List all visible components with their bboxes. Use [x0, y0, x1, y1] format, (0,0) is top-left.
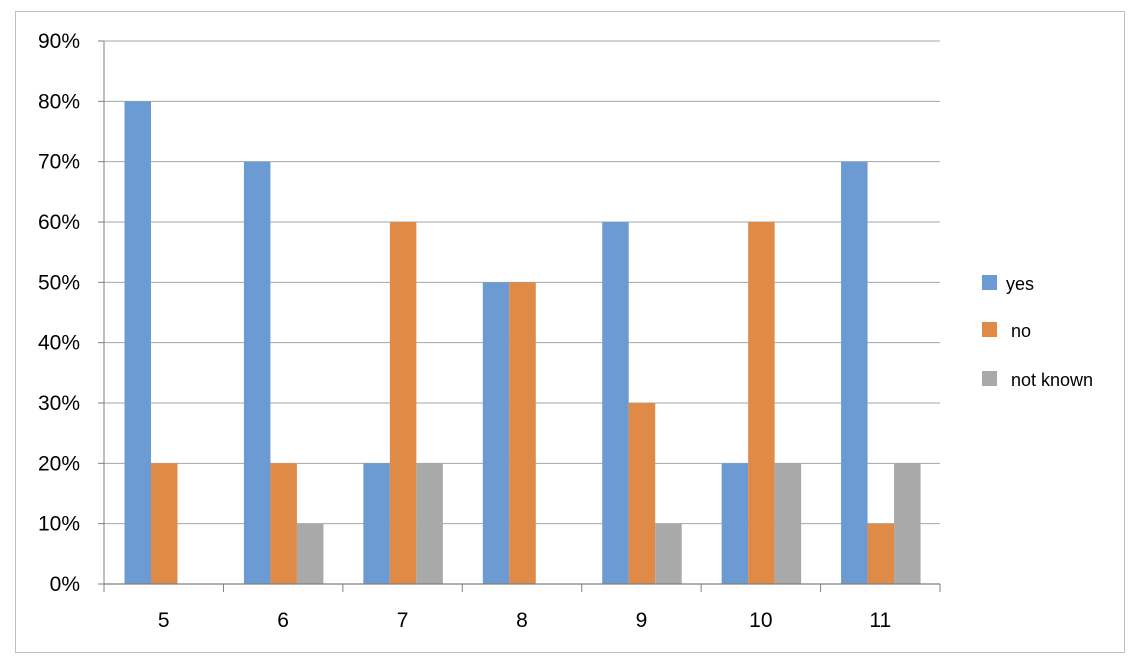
bar-yes [482, 282, 510, 584]
y-tick-label: 90% [38, 30, 80, 53]
x-tick-label: 6 [277, 609, 289, 632]
bar-no [389, 222, 417, 584]
y-tick-label: 60% [38, 211, 80, 234]
bar-not-known [655, 523, 682, 584]
bar-no [628, 403, 656, 584]
bar-not-known [894, 463, 921, 584]
x-tick-label: 11 [869, 609, 891, 632]
y-tick-label: 30% [38, 392, 80, 415]
bar-no [509, 282, 536, 584]
bar-yes [841, 161, 868, 584]
legend-label: yes [1006, 274, 1034, 294]
bar-no [151, 463, 178, 584]
bar-yes [721, 463, 749, 584]
y-tick-label: 40% [38, 332, 80, 355]
bar-no [270, 463, 297, 584]
y-tick-label: 10% [38, 513, 80, 536]
y-tick-label: 0% [50, 573, 80, 596]
y-axis-ticks: 0% 10% 20% 30% 40% 50% 60% 70% 80% 90% [38, 30, 104, 596]
x-tick-label: 7 [397, 609, 409, 632]
x-tick-label: 8 [516, 609, 528, 632]
bar-not-known [296, 523, 324, 584]
x-tick-label: 10 [749, 609, 772, 632]
x-tick-label: 9 [636, 609, 648, 632]
bar-yes [602, 222, 629, 584]
x-axis-ticks: 5 6 7 8 9 10 11 [103, 584, 941, 632]
bar-yes [363, 463, 390, 584]
bar-no [867, 523, 895, 584]
y-tick-label: 80% [38, 90, 80, 113]
chart-frame [15, 11, 1125, 653]
x-tick-label: 5 [158, 609, 170, 632]
y-tick-label: 50% [38, 271, 80, 294]
legend: yes no not known [982, 274, 1093, 390]
bar-no [748, 222, 775, 584]
y-tick-label: 70% [38, 151, 80, 174]
axes [103, 41, 940, 585]
bar-yes [124, 101, 151, 584]
legend-label: no [1011, 321, 1031, 341]
bars [124, 101, 921, 584]
y-tick-label: 20% [38, 452, 80, 475]
legend-swatch [982, 371, 997, 386]
bar-not-known [416, 463, 443, 584]
bar-not-known [774, 463, 802, 584]
legend-label: not known [1011, 370, 1093, 390]
legend-swatch [982, 275, 997, 290]
legend-swatch [982, 322, 997, 337]
bar-yes [243, 161, 271, 584]
